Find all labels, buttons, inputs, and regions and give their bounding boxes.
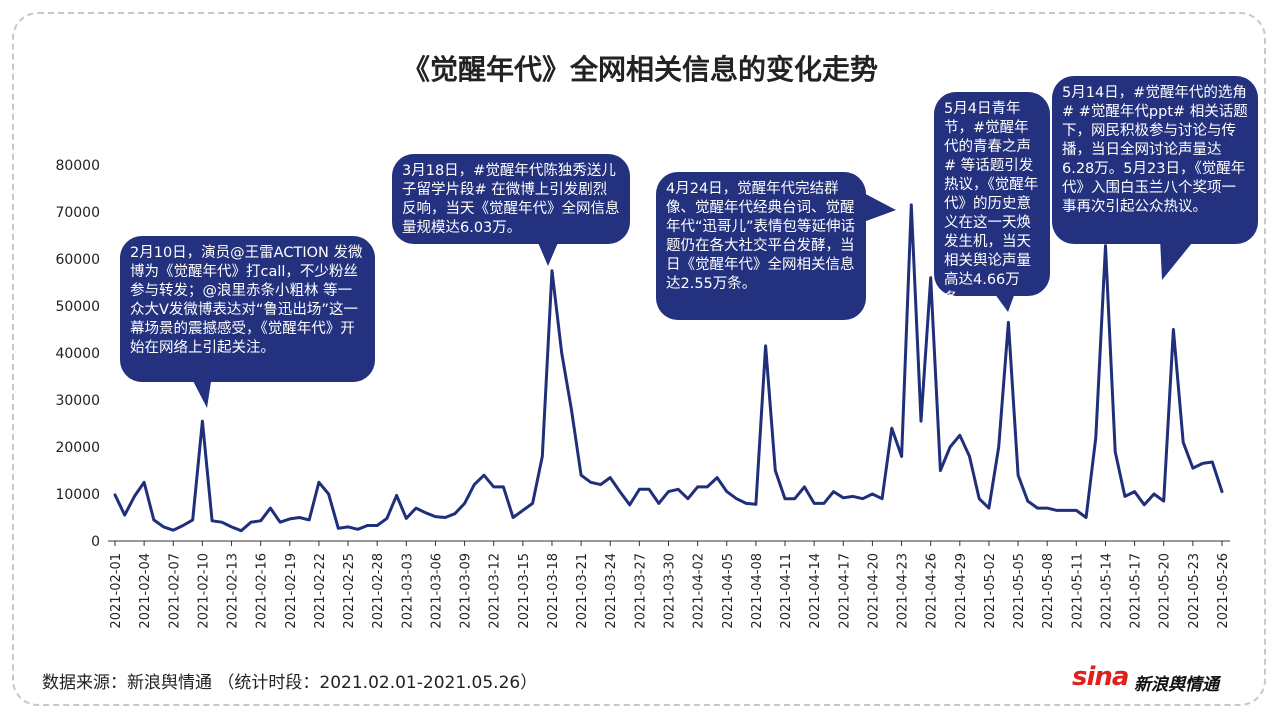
annotation-mar18: 3月18日，#觉醒年代陈独秀送儿子留学片段# 在微博上引发剧烈反响，当天《觉醒年… xyxy=(392,154,630,244)
annotation-apr24: 4月24日，觉醒年代完结群像、觉醒年代经典台词、觉醒年代“迅哥儿”表情包等延伸话… xyxy=(656,172,866,320)
y-tick-label: 10000 xyxy=(55,487,100,503)
x-tick-label: 2021-02-28 xyxy=(371,553,386,629)
x-tick-label: 2021-02-19 xyxy=(284,553,299,629)
x-tick-label: 2021-02-01 xyxy=(109,553,124,629)
y-tick-label: 60000 xyxy=(55,252,100,268)
x-tick-label: 2021-04-11 xyxy=(779,553,794,629)
card-frame xyxy=(12,12,1266,706)
y-tick-label: 40000 xyxy=(55,346,100,362)
x-tick-label: 2021-05-26 xyxy=(1216,553,1231,629)
x-tick-label: 2021-05-05 xyxy=(1012,553,1027,629)
annotation-tail-feb10 xyxy=(190,375,212,408)
y-tick-label: 30000 xyxy=(55,393,100,409)
y-tick-label: 50000 xyxy=(55,299,100,315)
x-tick-label: 2021-02-13 xyxy=(226,553,241,629)
annotation-may04: 5月4日青年节，#觉醒年代的青春之声# 等话题引发热议，《觉醒年代》的历史意义在… xyxy=(934,92,1050,307)
x-tick-label: 2021-04-17 xyxy=(837,553,852,629)
x-tick-label: 2021-04-23 xyxy=(896,553,911,629)
x-tick-label: 2021-03-30 xyxy=(663,553,678,629)
x-tick-label: 2021-03-06 xyxy=(429,553,444,629)
x-tick-label: 2021-04-05 xyxy=(721,553,736,629)
annotation-feb10: 2月10日，演员@王雷ACTION 发微博为《觉醒年代》打call，不少粉丝参与… xyxy=(120,236,375,382)
x-tick-label: 2021-05-02 xyxy=(983,553,998,629)
x-tick-label: 2021-02-22 xyxy=(313,553,328,629)
x-tick-label: 2021-04-26 xyxy=(925,553,940,629)
annotation-tail-apr24 xyxy=(858,190,896,224)
x-tick-label: 2021-03-27 xyxy=(633,553,648,629)
x-tick-label: 2021-02-25 xyxy=(342,553,357,629)
x-tick-label: 2021-04-08 xyxy=(750,553,765,629)
y-tick-label: 20000 xyxy=(55,440,100,456)
y-tick-label: 0 xyxy=(91,534,100,550)
y-tick-label: 70000 xyxy=(55,205,100,221)
x-tick-label: 2021-04-02 xyxy=(692,553,707,629)
x-tick-label: 2021-05-08 xyxy=(1041,553,1056,629)
x-tick-label: 2021-02-10 xyxy=(196,553,211,629)
x-tick-label: 2021-04-14 xyxy=(808,553,823,629)
x-tick-label: 2021-03-03 xyxy=(400,553,415,629)
x-tick-label: 2021-03-09 xyxy=(459,553,474,629)
annotation-tail-may14 xyxy=(1160,238,1196,280)
x-tick-label: 2021-03-15 xyxy=(517,553,532,629)
x-tick-label: 2021-03-21 xyxy=(575,553,590,629)
y-tick-label: 80000 xyxy=(55,158,100,174)
annotation-may14: 5月14日，#觉醒年代的选角# #觉醒年代ppt# 相关话题下，网民积极参与讨论… xyxy=(1052,76,1258,244)
x-tick-label: 2021-05-20 xyxy=(1158,553,1173,629)
data-source: 数据来源：新浪舆情通 （统计时段：2021.02.01-2021.05.26） xyxy=(42,673,538,693)
x-tick-label: 2021-05-14 xyxy=(1099,553,1114,629)
annotation-tail-mar18 xyxy=(536,238,560,266)
x-tick-label: 2021-05-23 xyxy=(1187,553,1202,629)
x-tick-label: 2021-02-04 xyxy=(138,553,153,629)
series-line xyxy=(113,203,1224,533)
x-tick-label: 2021-03-12 xyxy=(488,553,503,629)
logo-brand: sina xyxy=(1072,662,1129,692)
sina-logo: sina 新浪舆情通 xyxy=(1072,660,1242,696)
x-tick-label: 2021-03-24 xyxy=(604,553,619,629)
x-tick-label: 2021-03-18 xyxy=(546,553,561,629)
x-tick-label: 2021-05-11 xyxy=(1070,553,1085,629)
chart-title: 《觉醒年代》全网相关信息的变化走势 xyxy=(401,53,878,86)
x-tick-label: 2021-02-16 xyxy=(255,553,270,629)
logo-name: 新浪舆情通 xyxy=(1134,675,1219,695)
x-tick-label: 2021-05-17 xyxy=(1129,553,1144,629)
x-tick-label: 2021-04-20 xyxy=(866,553,881,629)
x-tick-label: 2021-02-07 xyxy=(167,553,182,629)
x-tick-label: 2021-04-29 xyxy=(954,553,969,629)
